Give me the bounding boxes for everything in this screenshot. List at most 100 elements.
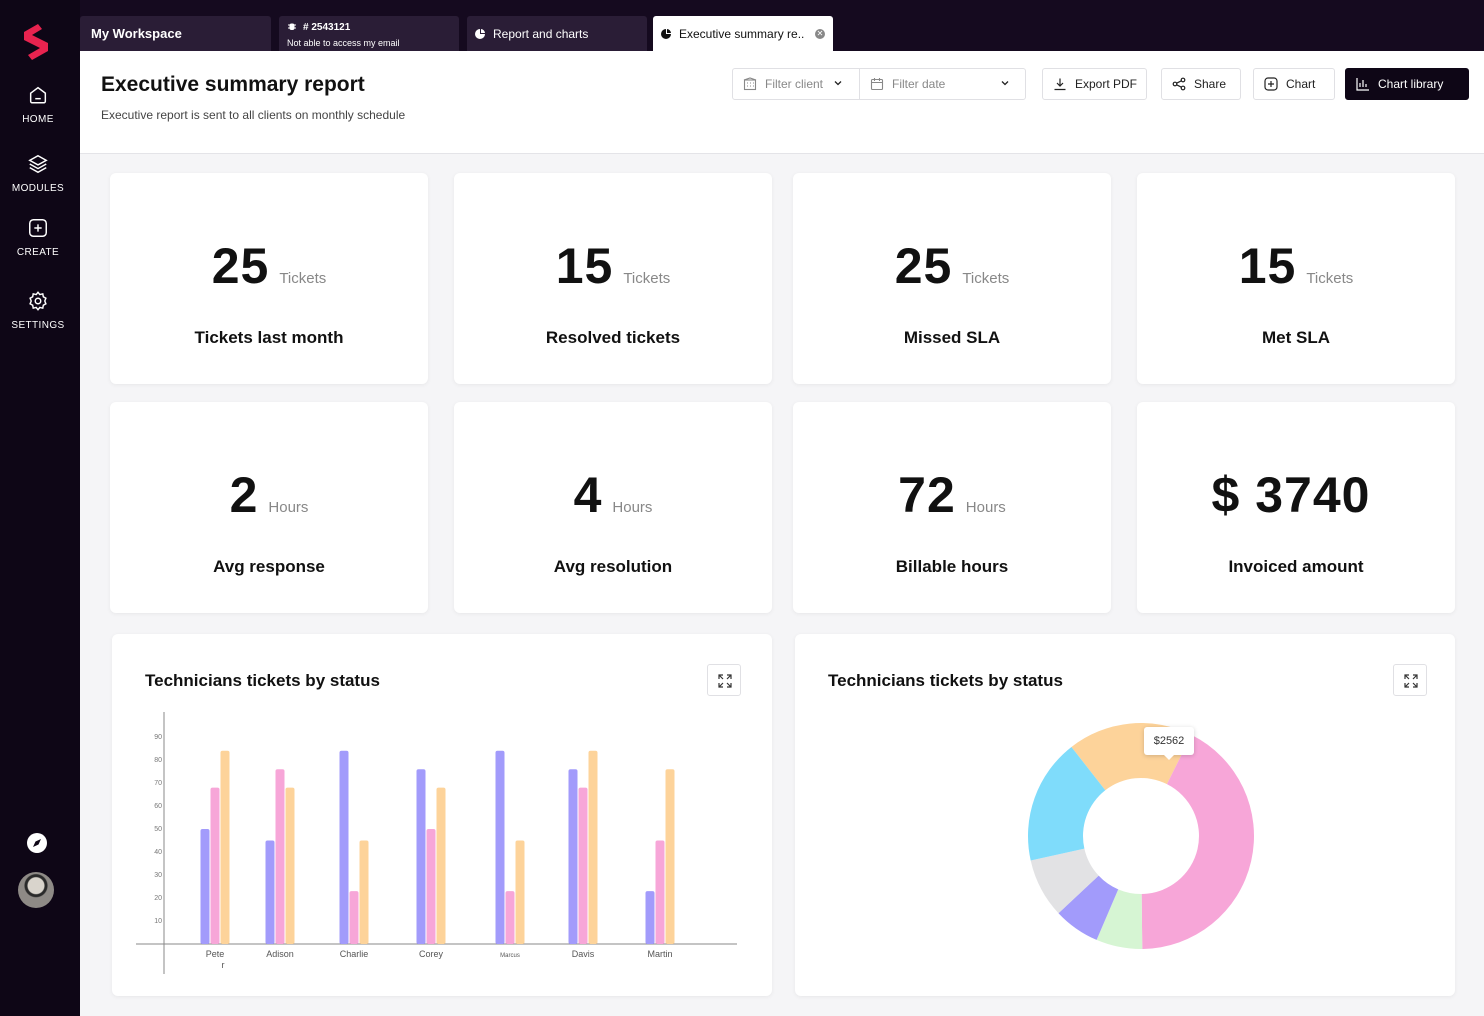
stat-label: Avg resolution (553, 557, 673, 576)
bar[interactable] (210, 787, 220, 944)
sidebar-item-home[interactable]: HOME (0, 84, 76, 125)
tab-ticket[interactable]: # 2543121 Not able to access my email (279, 16, 459, 51)
stat-value: 15 (555, 238, 614, 294)
stat-card: 25 Tickets Tickets last month (110, 173, 428, 384)
bar[interactable] (220, 750, 230, 944)
export-pdf-button[interactable]: Export PDF (1042, 68, 1147, 100)
share-button[interactable]: Share (1161, 68, 1241, 100)
compass-icon[interactable] (26, 832, 48, 854)
bar-chart-card: Technicians tickets by status 10 20 30 40 50… (112, 634, 772, 996)
home-icon (29, 86, 47, 104)
bar[interactable] (568, 769, 578, 944)
chart-library-label: Chart library (1378, 77, 1444, 91)
stat-card: 25 Tickets Missed SLA (793, 173, 1111, 384)
share-icon (1172, 77, 1186, 91)
bar[interactable] (275, 769, 285, 944)
stat-value: 15 (1238, 238, 1297, 294)
plus-square-icon (1264, 77, 1278, 91)
x-tick-label: Pete r (206, 949, 225, 970)
share-label: Share (1194, 77, 1227, 91)
bar[interactable] (665, 769, 675, 944)
chart-title: Technicians tickets by status (145, 671, 380, 690)
sidebar-item-label: MODULES (11, 183, 65, 194)
bar[interactable] (339, 750, 349, 944)
stat-card: 4 Hours Avg resolution (454, 402, 772, 613)
stat-unit: Tickets (1306, 270, 1354, 287)
chart-button[interactable]: Chart (1253, 68, 1335, 100)
stat-unit: Tickets (962, 270, 1010, 287)
filter-client-select[interactable]: Filter client (743, 69, 859, 99)
bar[interactable] (588, 750, 598, 944)
filter-client-label: Filter client (765, 77, 824, 91)
donut-slice[interactable] (1096, 889, 1143, 949)
expand-button[interactable] (1393, 664, 1427, 696)
donut-slice[interactable] (1141, 734, 1254, 949)
stat-value: 72 (898, 467, 956, 523)
y-tick-label: 20 (154, 895, 162, 902)
bar[interactable] (359, 840, 369, 945)
expand-button[interactable] (707, 664, 741, 696)
sidebar-item-label: SETTINGS (11, 320, 65, 331)
y-tick-label: 70 (154, 780, 162, 787)
sidebar-item-modules[interactable]: MODULES (0, 153, 76, 194)
bar-chart: 10 20 30 40 50 60 70 80 90 Pete r Adison Charlie Core… (136, 712, 737, 974)
chart-label: Chart (1286, 77, 1316, 91)
bar[interactable] (349, 891, 359, 944)
x-tick-label: Martin (647, 949, 672, 959)
bar[interactable] (578, 787, 588, 944)
download-icon (1054, 78, 1066, 91)
stat-card: 15 Tickets Met SLA (1137, 173, 1455, 384)
tab-bar: My Workspace # 2543121 Not able to acces… (80, 0, 1484, 51)
stat-value: 2 (229, 467, 259, 523)
calendar-icon (870, 78, 884, 91)
bar[interactable] (645, 891, 655, 944)
y-tick-label: 50 (154, 826, 162, 833)
sidebar-item-settings[interactable]: SETTINGS (0, 290, 76, 331)
stat-unit: Tickets (279, 270, 327, 287)
bar[interactable] (515, 840, 525, 945)
y-tick-label: 60 (154, 803, 162, 810)
filter-date-label: Filter date (892, 77, 946, 91)
donut-chart (1028, 723, 1254, 949)
bar[interactable] (416, 769, 426, 944)
tab-report-and-charts[interactable]: Report and charts (467, 16, 647, 51)
bar[interactable] (505, 891, 515, 944)
bar[interactable] (495, 750, 505, 944)
stat-card: 72 Hours Billable hours (793, 402, 1111, 613)
stat-unit: Hours (612, 499, 653, 516)
bug-icon (288, 23, 296, 30)
export-pdf-label: Export PDF (1075, 77, 1138, 91)
ticket-title: Not able to access my email (287, 38, 400, 48)
tab-my-workspace[interactable]: My Workspace (80, 16, 271, 51)
layers-icon (28, 154, 48, 174)
stat-card: 15 Tickets Resolved tickets (454, 173, 772, 384)
bar[interactable] (655, 840, 665, 945)
y-tick-label: 10 (154, 918, 162, 925)
brand-logo[interactable] (18, 22, 54, 62)
sidebar-item-label: CREATE (16, 247, 60, 258)
chevron-down-icon (834, 81, 842, 86)
bar[interactable] (436, 787, 446, 944)
donut-slice[interactable] (1030, 848, 1099, 914)
y-tick-label: 90 (154, 734, 162, 741)
chart-title: Technicians tickets by status (828, 671, 1063, 690)
sidebar-item-create[interactable]: CREATE (0, 217, 76, 258)
stat-value: $ 3740 (1211, 467, 1371, 523)
donut-slice[interactable] (1058, 875, 1119, 940)
tab-executive-summary[interactable]: Executive summary re.. ✕ (653, 16, 833, 51)
chart-library-button[interactable]: Chart library (1345, 68, 1469, 100)
bar[interactable] (265, 840, 275, 945)
close-icon[interactable]: ✕ (815, 29, 825, 39)
donut-slice[interactable] (1028, 746, 1106, 861)
bar[interactable] (285, 787, 295, 944)
y-tick-label: 30 (154, 872, 162, 879)
ticket-number: # 2543121 (303, 22, 351, 33)
stat-unit: Tickets (623, 270, 671, 287)
bar[interactable] (200, 829, 210, 944)
sidebar-item-label: HOME (22, 114, 54, 125)
expand-icon (1404, 674, 1418, 688)
filter-date-select[interactable]: Filter date (870, 69, 1026, 99)
stat-label: Resolved tickets (545, 328, 681, 347)
bar[interactable] (426, 829, 436, 944)
user-avatar[interactable] (18, 872, 54, 908)
